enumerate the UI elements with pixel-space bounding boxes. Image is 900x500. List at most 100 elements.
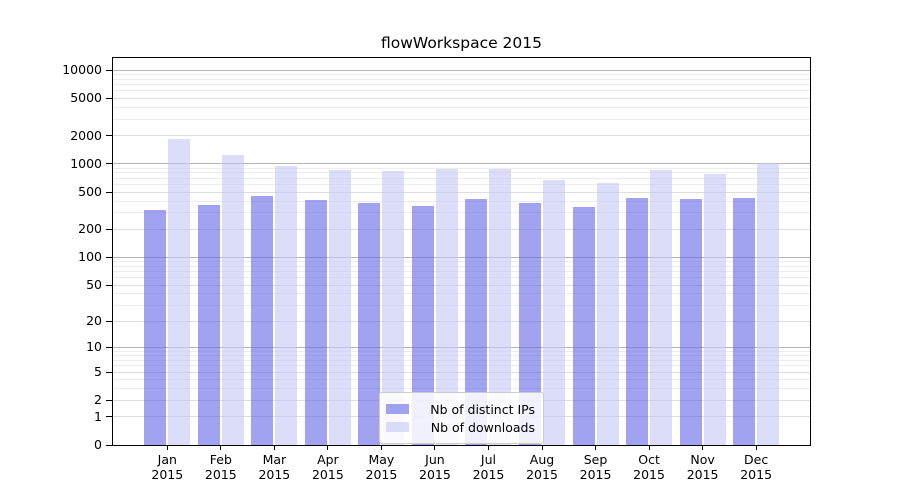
x-tick-month: Jun <box>425 452 445 467</box>
y-tick <box>106 163 112 165</box>
x-tick-year: 2015 <box>151 467 184 482</box>
gridline <box>113 200 810 202</box>
x-tick <box>541 445 543 450</box>
bar-distinct-ips <box>304 200 327 445</box>
gridline <box>113 84 810 86</box>
x-tick <box>648 445 650 450</box>
y-tick-label: 10 <box>86 339 102 355</box>
bar-downloads <box>757 162 780 445</box>
gridline <box>113 90 810 92</box>
x-tick <box>327 445 329 450</box>
legend-label-distinct-ips: Nb of distinct IPs <box>430 401 535 417</box>
x-tick-month: Dec <box>744 452 769 467</box>
x-tick-month: Apr <box>317 452 339 467</box>
y-tick-label: 5000 <box>70 90 102 106</box>
gridline <box>113 191 810 193</box>
bar-distinct-ips <box>626 198 649 445</box>
x-tick-label: Jan 2015 <box>135 452 199 482</box>
x-tick-month: Feb <box>209 452 232 467</box>
x-tick-label: Jul 2015 <box>456 452 520 482</box>
gridline <box>113 388 810 390</box>
y-tick-label: 2 <box>94 392 102 408</box>
gridline <box>113 293 810 295</box>
gridline <box>113 177 810 179</box>
y-tick <box>106 256 112 258</box>
gridline <box>113 277 810 279</box>
x-tick <box>595 445 597 450</box>
y-tick-label: 10000 <box>62 62 102 78</box>
x-tick-year: 2015 <box>579 467 612 482</box>
y-tick <box>106 191 112 193</box>
gridline <box>113 106 810 108</box>
y-tick-label: 1000 <box>70 155 102 171</box>
y-tick <box>106 399 112 401</box>
x-tick-label: Apr 2015 <box>296 452 360 482</box>
y-tick <box>106 69 112 71</box>
gridline <box>113 379 810 380</box>
gridline <box>113 284 810 286</box>
x-tick-label: Feb 2015 <box>189 452 253 482</box>
bar-downloads <box>328 169 351 445</box>
gridline <box>113 256 810 258</box>
x-tick-year: 2015 <box>419 467 451 482</box>
legend-swatch-downloads <box>386 422 409 432</box>
x-tick-month: Jan <box>157 452 177 467</box>
gridline <box>113 97 810 99</box>
x-tick-month: Jul <box>480 452 497 467</box>
bar-distinct-ips <box>572 207 595 445</box>
gridline <box>113 184 810 186</box>
bar-downloads <box>275 165 298 445</box>
bar-distinct-ips <box>679 198 702 445</box>
bar-distinct-ips <box>465 199 488 445</box>
y-tick-label: 500 <box>78 184 102 200</box>
x-tick <box>380 445 382 450</box>
x-tick-label: Jun 2015 <box>403 452 467 482</box>
y-tick <box>106 416 112 418</box>
y-tick <box>106 371 112 373</box>
y-tick-label: 200 <box>78 221 102 237</box>
x-tick-year: 2015 <box>204 467 237 482</box>
x-tick-month: Aug <box>529 452 555 467</box>
y-tick-label: 0 <box>94 437 102 452</box>
x-tick-label: Aug 2015 <box>510 452 574 482</box>
x-tick <box>434 445 436 450</box>
bar-distinct-ips <box>519 202 541 445</box>
legend-label-downloads: Nb of downloads <box>430 419 535 435</box>
bar-downloads <box>596 182 619 445</box>
y-tick <box>106 97 112 99</box>
gridline <box>113 135 810 137</box>
x-tick-year: 2015 <box>686 467 719 482</box>
y-tick-label: 20 <box>86 313 102 329</box>
x-tick-month: Mar <box>262 452 287 467</box>
x-tick-label: Sep 2015 <box>564 452 628 482</box>
y-tick <box>106 284 112 286</box>
x-tick-label: Oct 2015 <box>617 452 681 482</box>
y-tick-label: 50 <box>86 277 102 292</box>
bar-distinct-ips <box>251 196 274 445</box>
x-tick <box>755 445 757 450</box>
bar-downloads <box>221 155 244 445</box>
x-tick-label: Dec 2015 <box>724 452 788 482</box>
legend: Nb of distinct IPs Nb of downloads <box>379 392 544 444</box>
x-tick-year: 2015 <box>365 467 398 482</box>
gridline <box>113 172 810 174</box>
x-tick <box>702 445 704 450</box>
y-tick-label: 100 <box>78 249 102 265</box>
gridline <box>113 350 810 352</box>
y-tick-label: 2000 <box>70 127 102 143</box>
x-tick-year: 2015 <box>311 467 344 482</box>
x-tick-month: Nov <box>690 452 715 467</box>
gridline <box>113 167 810 169</box>
y-tick <box>106 228 112 230</box>
x-tick-label: Mar 2015 <box>242 452 306 482</box>
y-tick <box>106 320 112 322</box>
x-tick-label: Nov 2015 <box>671 452 735 482</box>
bar-distinct-ips <box>358 203 381 445</box>
gridline <box>113 265 810 267</box>
gridline <box>113 371 810 373</box>
gridline <box>113 304 810 306</box>
gridline <box>113 73 810 75</box>
plot-area <box>112 57 811 446</box>
bar-distinct-ips <box>144 210 167 445</box>
